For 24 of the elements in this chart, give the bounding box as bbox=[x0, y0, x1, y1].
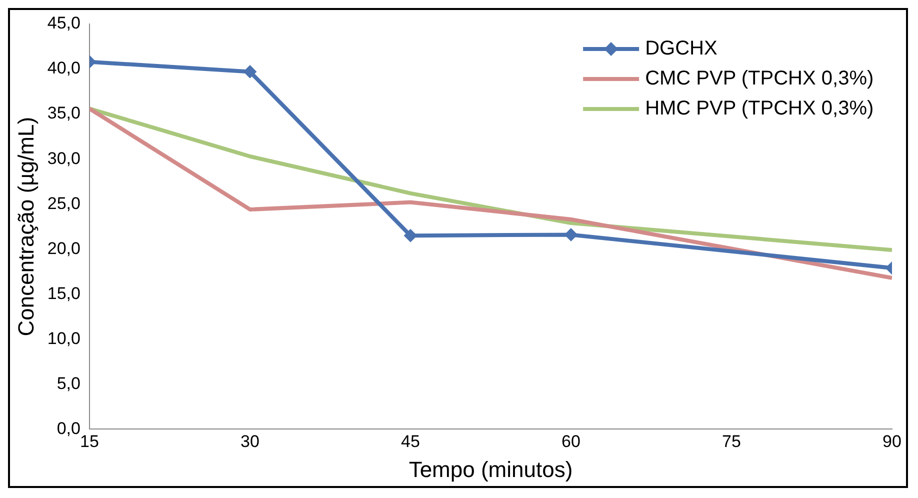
x-tick-label: 15 bbox=[80, 432, 99, 452]
x-axis-title: Tempo (minutos) bbox=[408, 456, 573, 482]
legend-label: CMC PVP (TPCHX 0,3%) bbox=[645, 68, 874, 90]
legend-label: DGCHX bbox=[645, 38, 718, 60]
x-tick-label: 90 bbox=[882, 432, 902, 452]
x-tick-label: 75 bbox=[722, 432, 741, 452]
y-tick-label: 25,0 bbox=[47, 194, 80, 213]
x-tick-label: 60 bbox=[562, 432, 580, 452]
y-tick-label: 30,0 bbox=[47, 148, 80, 168]
y-axis-title: Concentração (µg/mL) bbox=[13, 116, 38, 336]
y-tick-label: 45,0 bbox=[47, 14, 80, 33]
point bbox=[404, 229, 417, 242]
y-tick-label: 20,0 bbox=[47, 238, 80, 258]
y-tick-label: 10,0 bbox=[47, 328, 80, 348]
legend-label: HMC PVP (TPCHX 0,3%) bbox=[645, 98, 874, 120]
y-tick-label: 15,0 bbox=[47, 284, 80, 303]
y-tick-label: 0,0 bbox=[56, 418, 80, 438]
y-tick-label: 5,0 bbox=[56, 374, 80, 393]
point bbox=[564, 228, 578, 242]
y-tick-label: 40,0 bbox=[47, 58, 80, 78]
x-tick-label: 45 bbox=[401, 432, 420, 452]
point bbox=[243, 65, 256, 78]
x-tick-label: 30 bbox=[240, 432, 260, 452]
y-tick-label: 35,0 bbox=[47, 104, 80, 123]
